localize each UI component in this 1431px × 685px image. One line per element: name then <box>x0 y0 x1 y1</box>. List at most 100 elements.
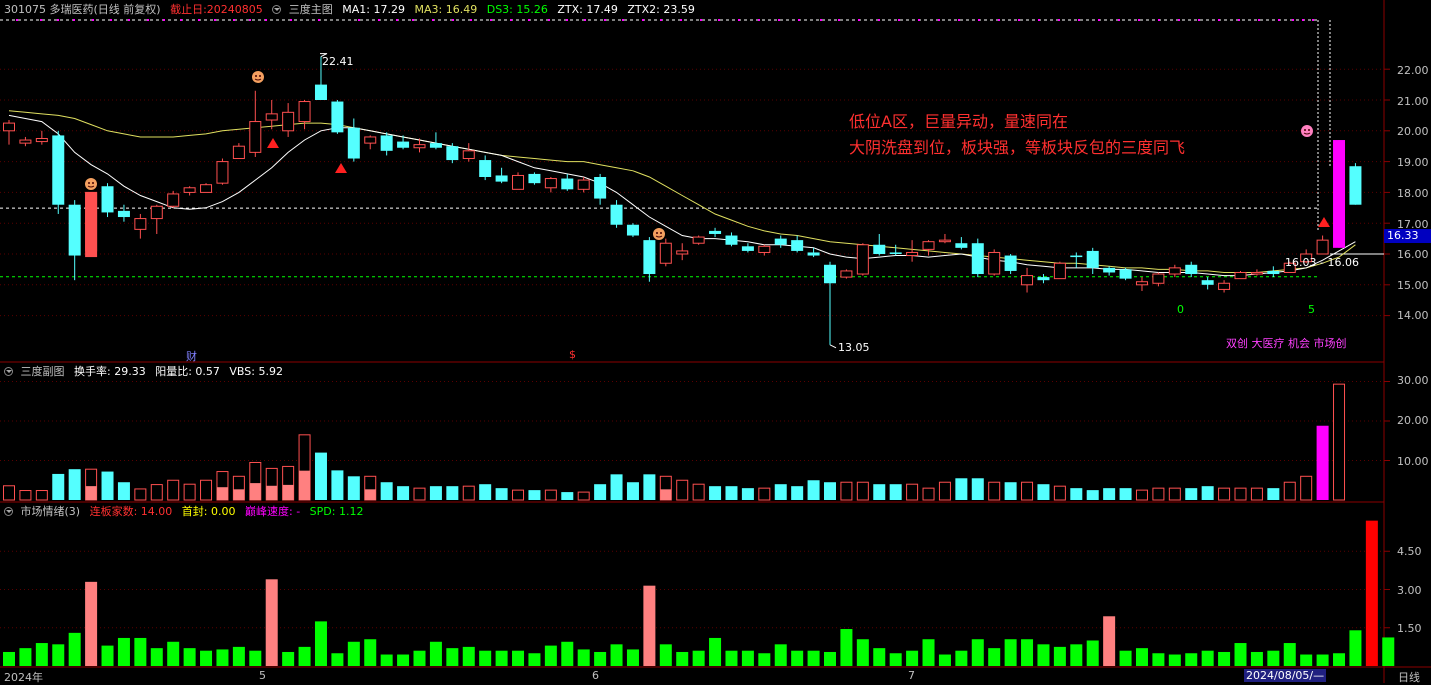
candle-body <box>265 113 278 121</box>
mood-bar <box>216 649 229 666</box>
date-end[interactable]: 2024/08/05/— <box>1244 669 1327 682</box>
volume-bar <box>19 490 32 501</box>
candle-body <box>101 186 114 213</box>
mood-bar <box>85 581 98 666</box>
dividend-marker[interactable]: $ <box>569 348 576 361</box>
mood-bar <box>1365 520 1378 666</box>
top-marker-dot <box>16 19 18 21</box>
candle <box>1234 270 1247 280</box>
current-price-tag: 16.33 <box>1384 229 1431 243</box>
sub-indicator-name[interactable]: 三度副图 <box>20 365 65 378</box>
candle-body <box>232 145 245 160</box>
mood-bar <box>134 637 147 666</box>
candle <box>462 143 475 162</box>
candle-body <box>922 241 935 250</box>
top-marker-dot <box>40 19 42 21</box>
candle-body <box>758 245 771 253</box>
price-tick-18: 18.00 <box>1397 187 1429 200</box>
period-label[interactable]: 日线 <box>1398 671 1420 684</box>
mood-bar <box>200 650 213 666</box>
sub-tick-30: 30.00 <box>1397 374 1429 387</box>
volume-inner-bar <box>282 484 294 500</box>
candle <box>232 143 245 160</box>
volume-bar <box>68 469 81 500</box>
finance-marker[interactable]: 财 <box>186 350 197 363</box>
candle <box>101 183 114 218</box>
annotation-line-2: 大阴洗盘到位，板块强，等板块反包的三度同飞 <box>849 138 1186 157</box>
candle-body <box>249 121 262 153</box>
candle-body <box>1349 166 1362 205</box>
candle-body <box>988 251 1001 275</box>
first-seal-value: 首封: 0.00 <box>181 505 236 518</box>
candle <box>1185 261 1198 278</box>
face-icon <box>252 71 264 83</box>
candle <box>512 172 525 190</box>
top-marker-dot <box>1302 19 1304 21</box>
mood-bar <box>971 639 984 666</box>
mood-bar <box>544 645 557 666</box>
mood-bar <box>610 644 623 666</box>
candle-body <box>561 178 574 190</box>
candle-body <box>1053 262 1066 280</box>
candle-body <box>840 270 853 278</box>
mood-bar <box>1333 653 1346 666</box>
volume-bar <box>544 489 557 501</box>
candle-body <box>216 161 229 184</box>
candle <box>610 200 623 228</box>
mood-bar <box>856 639 869 666</box>
candle-body <box>282 111 295 132</box>
volume-bar <box>840 481 853 501</box>
top-marker-dot <box>778 19 780 21</box>
volume-bar <box>594 484 607 500</box>
indicator-menu-icon[interactable] <box>272 4 282 14</box>
mood-indicator-name[interactable]: 市场情绪(3) <box>20 505 81 518</box>
moving-averages <box>8 53 1356 349</box>
top-marker-dot <box>1018 19 1020 21</box>
mood-bar <box>1070 644 1083 666</box>
candles <box>3 56 1362 345</box>
mood-bar <box>873 648 886 666</box>
volume-bar <box>709 486 722 500</box>
top-marker-dot <box>528 19 530 21</box>
top-marker-dot <box>214 19 216 21</box>
mood-bar <box>3 651 15 666</box>
top-marker-dot <box>820 19 822 21</box>
mood-bar <box>906 650 919 666</box>
volume-bar <box>1234 487 1247 501</box>
candle-body <box>856 244 869 275</box>
candle-body <box>873 244 886 254</box>
mood-bar <box>413 650 426 666</box>
top-marker-dot <box>432 19 434 21</box>
volume-bar <box>643 474 656 500</box>
candle-body <box>594 177 607 199</box>
spd-value: SPD: 1.12 <box>309 505 364 518</box>
top-marker-dot <box>490 19 492 21</box>
candle <box>298 100 311 130</box>
mood-bar <box>1300 654 1313 666</box>
volume-bar <box>1119 488 1132 500</box>
sub-menu-icon[interactable] <box>4 366 13 376</box>
sector-tags[interactable]: 双创 大医疗 机会 市场创 <box>1226 337 1347 350</box>
candle-body <box>117 210 130 218</box>
price-tick-20: 20.00 <box>1397 125 1429 138</box>
volume-bar <box>988 481 1001 501</box>
candle-body <box>889 252 902 254</box>
candle-body <box>1168 267 1181 275</box>
candle-body <box>1333 140 1346 248</box>
volume-bar <box>922 487 935 501</box>
volume-inner-bar <box>85 486 97 500</box>
candle-body <box>298 101 311 123</box>
candle <box>561 173 574 191</box>
volume-bar <box>1283 481 1296 501</box>
stock-title[interactable]: 301075 多瑞医药(日线 前复权) <box>4 3 161 16</box>
mood-chart-header: 市场情绪(3) 连板家数: 14.00 首封: 0.00 巅峰速度: - SPD… <box>4 504 369 520</box>
candle-body <box>512 174 525 190</box>
mood-menu-icon[interactable] <box>4 506 13 516</box>
main-indicator-name[interactable]: 三度主图 <box>288 3 333 16</box>
top-marker-dot <box>958 19 960 21</box>
top-marker-dot <box>1278 19 1280 21</box>
mood-bar <box>725 650 738 666</box>
top-marker-dot <box>92 19 94 21</box>
low-pointer <box>829 344 837 349</box>
